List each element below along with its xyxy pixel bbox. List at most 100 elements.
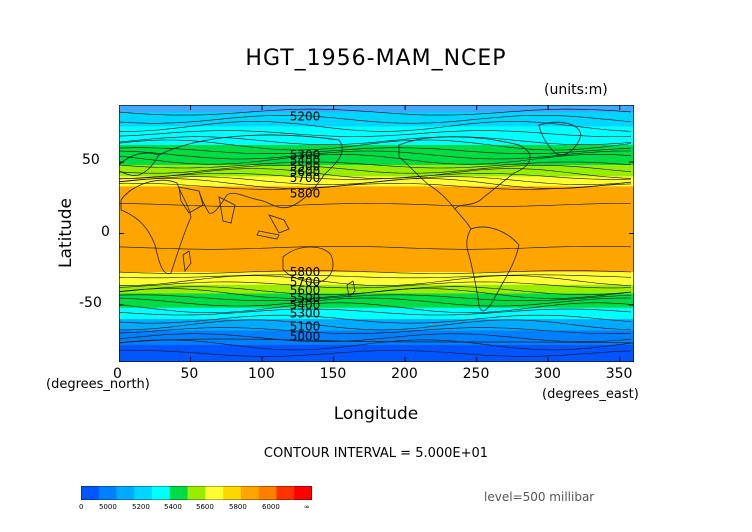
contour-band [119,164,634,177]
x-tick-label: 150 [319,366,347,382]
contour-band [119,186,634,273]
x-tick-label: 0 [113,366,122,382]
level-label: level=500 millibar [484,490,595,504]
contour-line [119,339,632,351]
colorbar-swatch [116,486,135,500]
contour-line [119,130,632,137]
colorbar [81,486,312,500]
contour-line [119,246,632,250]
y-tick-label: -50 [79,295,102,311]
contour-label: 5300 [290,148,321,162]
contour-line [119,333,632,342]
colorbar-swatch [276,486,295,500]
contour-line [119,270,632,274]
colorbar-label: 5400 [164,503,182,511]
contour-line [119,136,632,146]
contour-line [119,314,632,324]
colorbar-swatch [240,486,259,500]
colorbar-swatch [187,486,206,500]
contour-band [119,344,634,362]
contour-line [119,275,632,286]
contour-line [119,274,632,279]
contour-interval-label: CONTOUR INTERVAL = 5.000E+01 [263,446,489,461]
contour-label: 5000 [290,329,321,343]
map-title: HGT_1956-MAM_NCEP [245,46,507,71]
x-tick-label: 50 [180,366,199,382]
contour-line [119,147,632,155]
contour-line [119,308,632,316]
contour-band [119,112,634,127]
contour-line [119,108,632,116]
contour-labels: 5200530054005500560057005800580057005600… [290,109,321,343]
contour-line [119,121,632,132]
contour-band [119,307,634,320]
contour-label: 5700 [290,171,321,185]
colorbar-label: 0 [79,503,84,511]
contour-label: 5100 [290,319,321,333]
contour-label: 5800 [290,265,321,279]
colorbar-swatch [98,486,117,500]
colorbar-swatch [258,486,277,500]
colorbar-swatch [152,486,171,500]
contour-line [119,173,632,180]
x-axis-units: (degrees_east) [542,387,639,402]
contour-label: 5500 [290,159,321,173]
x-tick-label: 300 [534,366,561,382]
contour-label: 5700 [290,275,321,289]
contour-line [119,281,632,289]
contour-line [119,168,632,179]
contour-line [119,319,632,331]
contour-lines [119,108,632,357]
y-axis-label: Latitude [56,198,76,268]
contour-label: 5300 [290,306,321,320]
contour-line [119,350,632,357]
x-tick-label: 350 [605,366,633,382]
contour-label: 5400 [290,298,321,312]
contour-line [119,150,631,160]
contour-label: 5200 [290,109,321,123]
x-tick-label: 250 [462,366,490,382]
contour-band [119,284,634,294]
filled-contours [119,105,634,362]
x-tick-label: 200 [391,366,418,382]
units-label: (units:m) [544,82,608,98]
contour-label: 5500 [290,291,321,305]
contour-band [119,144,634,166]
x-tick-label: 100 [248,366,275,382]
contour-label: 5800 [290,187,321,201]
contour-line [119,302,632,313]
contour-line [119,115,632,124]
y-axis-units: (degrees_north) [46,377,150,392]
contour-line [119,203,632,207]
contour-line [119,288,632,299]
contour-line [119,327,632,334]
contour-line [119,183,632,190]
contour-line [119,139,632,151]
y-tick-label: 0 [101,224,110,240]
contour-line [119,165,632,174]
map-plot: 5200530054005500560057005800580057005600… [119,105,634,362]
colorbar-swatch [294,486,312,500]
colorbar-swatch [81,486,100,500]
coastlines [119,121,634,344]
contour-line [119,297,632,307]
colorbar-swatch [223,486,242,500]
colorbar-swatch [134,486,153,500]
contour-label: 5600 [290,284,321,298]
y-tick-label: 50 [82,152,100,168]
contour-label: 5400 [290,154,321,168]
colorbar-label: 5000 [99,503,117,511]
colorbar-label: ∞ [304,503,310,511]
x-axis-label: Longitude [333,404,419,424]
contour-band [119,105,634,113]
contour-line [119,161,632,169]
colorbar-swatch [169,486,188,500]
contour-line [119,178,632,189]
colorbar-label: 6000 [262,503,280,511]
colorbar-swatch [205,486,224,500]
contour-line [119,154,632,165]
colorbar-label: 5200 [132,503,150,511]
contour-band [119,293,634,309]
contour-label: 5600 [290,165,321,179]
colorbar-label: 5600 [196,503,214,511]
